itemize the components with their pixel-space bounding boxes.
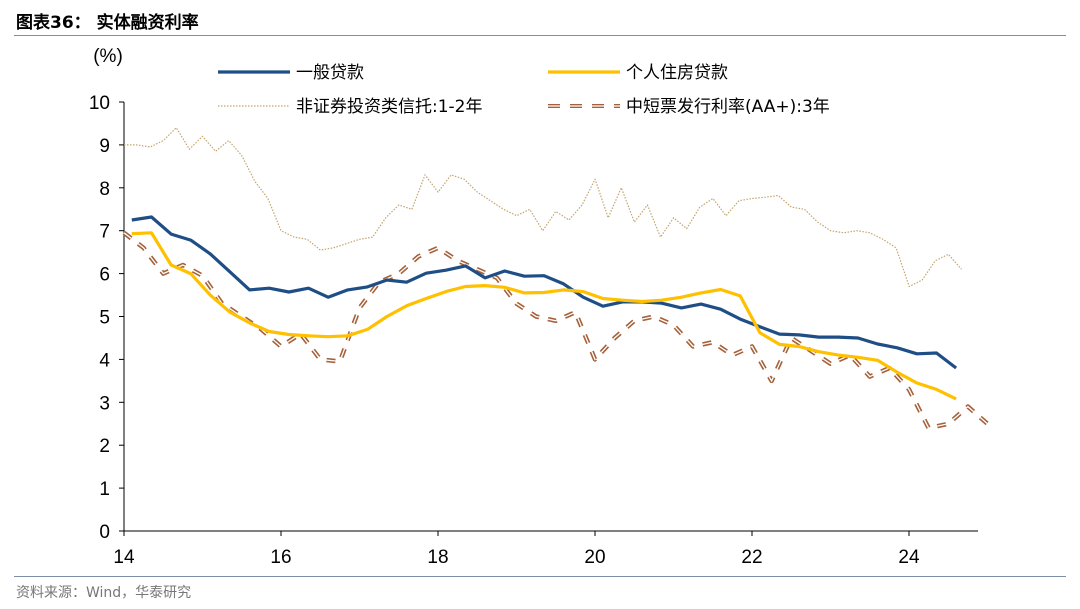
legend-label: 中短票发行利率(AA+):3年 [626,97,830,117]
y-tick-label: 2 [99,436,110,457]
y-tick-label: 5 [99,308,110,329]
y-tick-label: 0 [99,522,110,543]
y-tick-label: 8 [99,179,110,200]
y-tick-label: 10 [89,93,110,114]
series-line-1 [131,231,957,401]
legend-label: 一般贷款 [296,63,364,83]
y-tick-label: 7 [99,222,110,243]
series-line-inner-3 [123,232,988,429]
y-axis-unit: (%) [93,46,123,67]
x-tick-label: 16 [270,547,291,568]
y-tick-label: 1 [99,479,110,500]
series-line-0 [131,215,958,370]
y-tick-label: 4 [99,350,110,371]
y-tick-label: 6 [99,265,110,286]
y-tick-label: 3 [99,393,110,414]
x-tick-label: 18 [427,547,448,568]
y-tick-label: 9 [99,136,110,157]
legend-label: 个人住房贷款 [626,63,728,83]
x-tick-label: 22 [741,547,762,568]
x-tick-label: 14 [113,547,135,568]
x-tick-label: 24 [898,547,920,568]
source-divider [14,576,1066,577]
figure-title: 图表36： 实体融资利率 [16,13,199,33]
series-line-2 [124,127,962,288]
x-tick-label: 20 [584,547,605,568]
legend-label: 非证券投资类信托:1-2年 [296,97,483,117]
source-note: 资料来源：Wind，华泰研究 [16,585,192,601]
series-line-3 [122,231,989,431]
title-divider [14,35,1066,36]
